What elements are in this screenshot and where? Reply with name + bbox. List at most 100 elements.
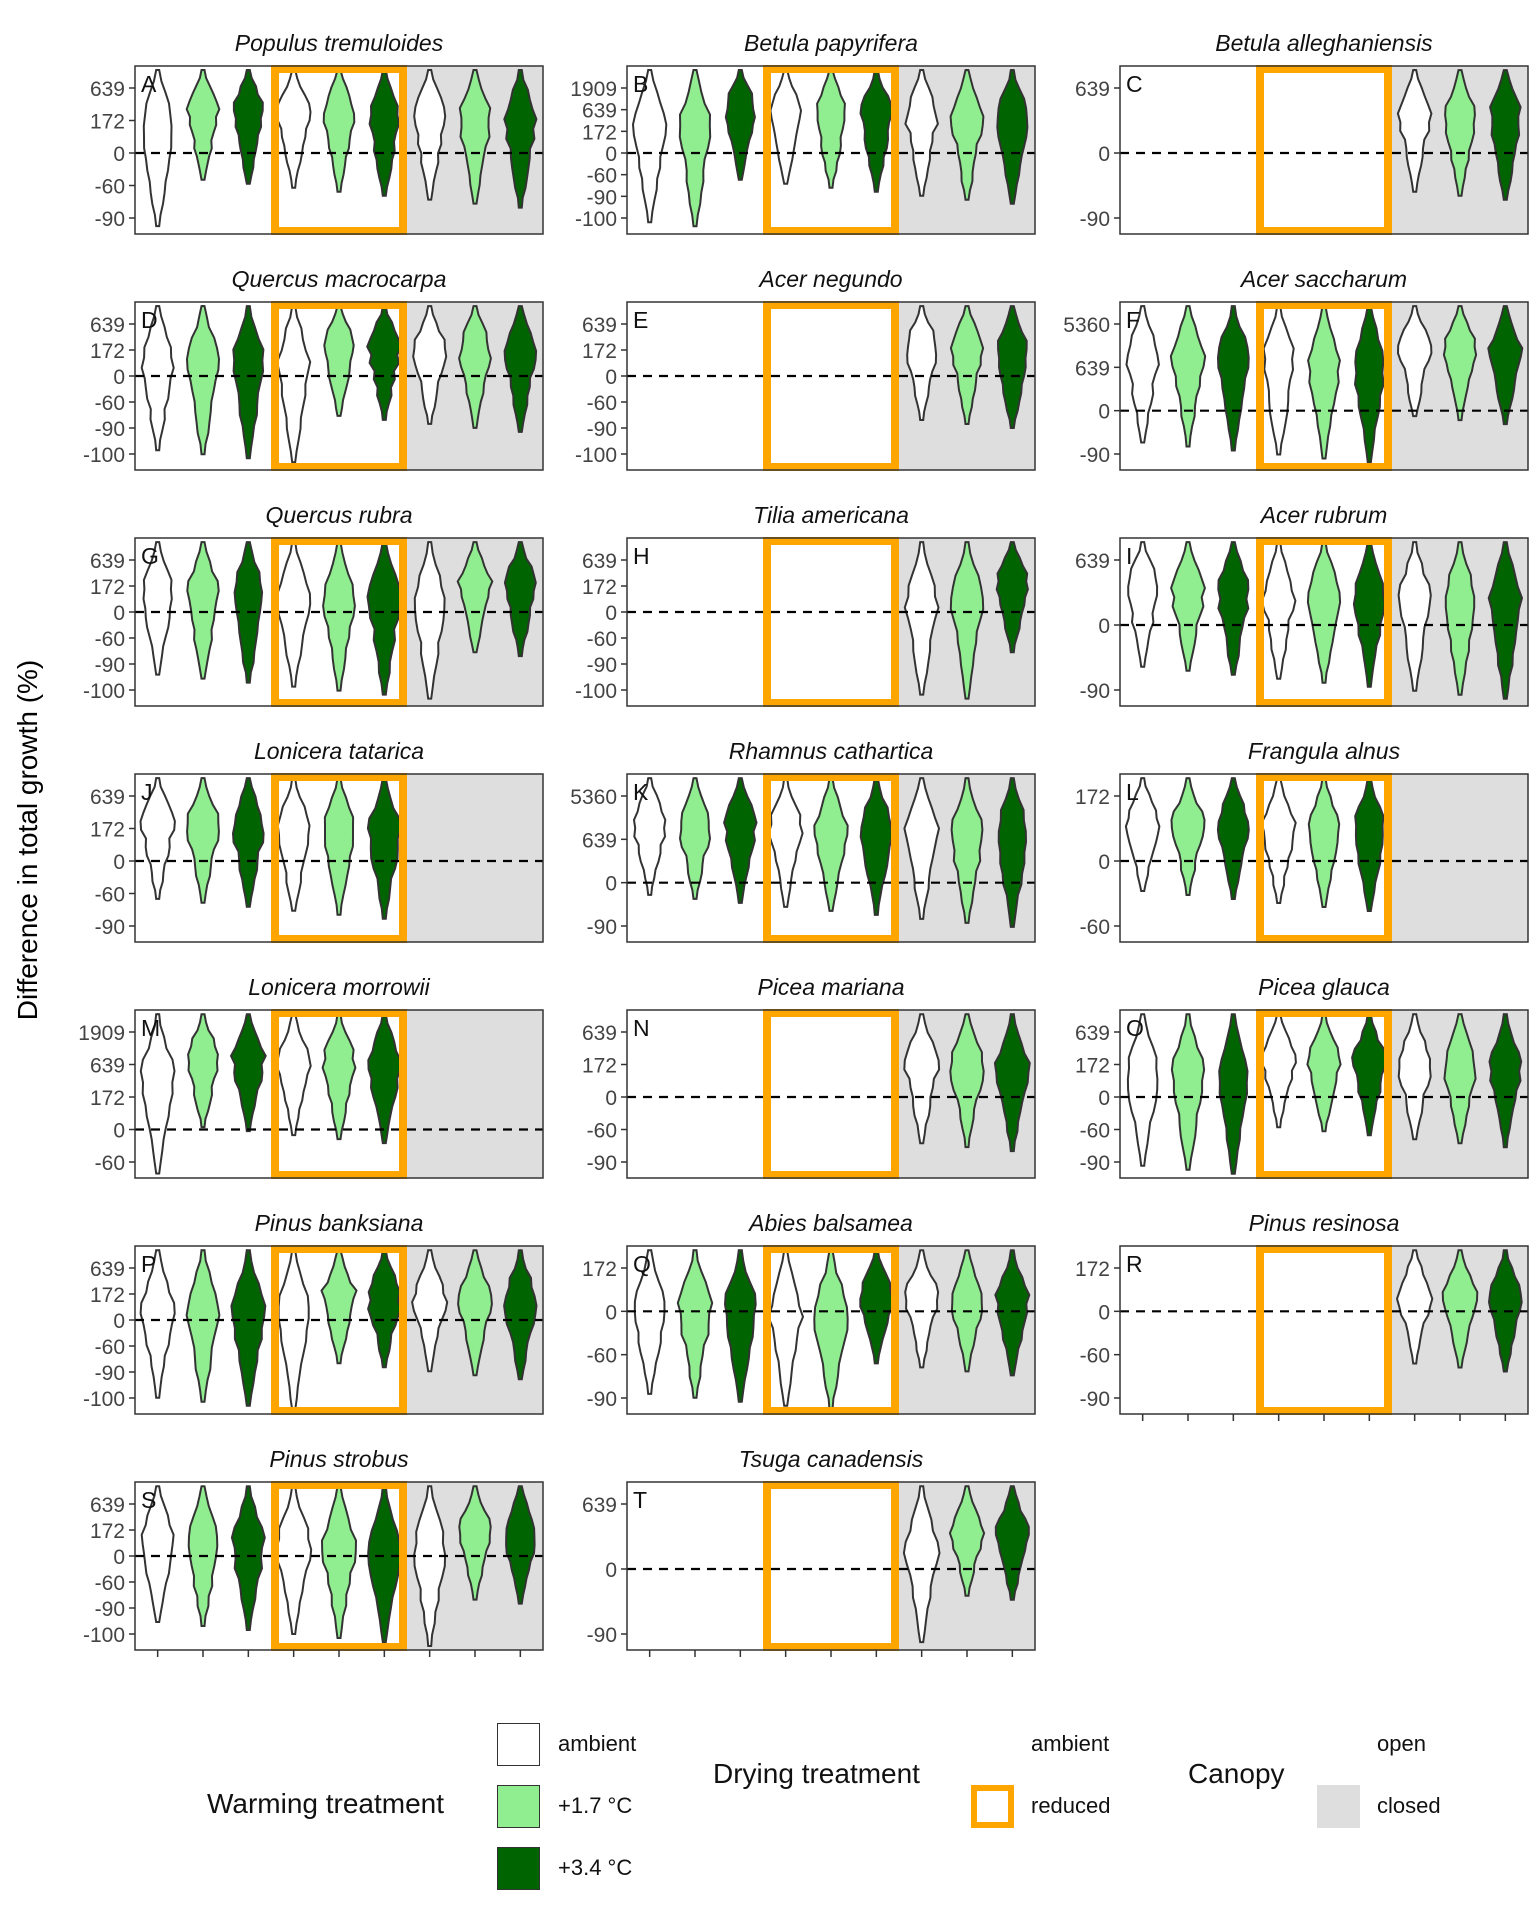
panel-r-title: Pinus resinosa xyxy=(1249,1210,1400,1236)
panel-i-violin-3 xyxy=(1217,541,1250,676)
panel-r-drying-box xyxy=(1256,1245,1392,1415)
panel-q-letter: Q xyxy=(633,1251,651,1277)
panel-e-ytick-label-5: -100 xyxy=(575,444,617,467)
panel-r-ytick-label-0: 172 xyxy=(1075,1258,1110,1281)
panel-o-violin-6 xyxy=(1351,1013,1388,1137)
panel-f-violin-5 xyxy=(1307,305,1341,460)
panel-k-ytick-label-3: -90 xyxy=(587,916,617,939)
panel-n-violin-7 xyxy=(903,1013,941,1145)
panel-g-violin-8 xyxy=(456,541,494,654)
panel-c-border xyxy=(1119,65,1529,235)
panel-s-ytick-label-2: 0 xyxy=(113,1546,125,1569)
panel-h-ytick-label-3: -60 xyxy=(587,628,617,651)
legend-key-drying-reduced xyxy=(971,1785,1014,1828)
panel-l-violin-6 xyxy=(1354,777,1385,912)
panel-s-ytick-label-1: 172 xyxy=(90,1520,125,1543)
panel-k-violin-6 xyxy=(859,777,893,916)
panel-c-title: Betula alleghaniensis xyxy=(1215,30,1433,56)
panel-d-violin-2 xyxy=(185,305,221,456)
panel-f-border xyxy=(1119,301,1529,471)
panel-p-ytick-label-2: 0 xyxy=(113,1310,125,1333)
panel-d-violin-6 xyxy=(366,305,403,421)
panel-o-ytick-label-4: -90 xyxy=(1080,1152,1110,1175)
panel-e-ytick-label-1: 172 xyxy=(582,340,617,363)
panel-o-violin-4 xyxy=(1260,1013,1297,1129)
panel-q-drying-box xyxy=(763,1245,899,1415)
panel-k-drying-box xyxy=(763,773,899,943)
panel-r-letter: R xyxy=(1126,1251,1143,1277)
panel-p-ytick-label-5: -100 xyxy=(83,1388,125,1411)
panel-c-drying-box xyxy=(1256,65,1392,235)
panel-d-violin-8 xyxy=(458,305,492,429)
panel-k-violin-2 xyxy=(678,777,712,900)
panel-a-violin-9 xyxy=(503,68,538,209)
panel-i-violin-6 xyxy=(1352,541,1386,688)
panel-h-ytick-label-2: 0 xyxy=(605,602,617,625)
panel-k-ytick-label-2: 0 xyxy=(605,873,617,896)
panel-f-violin-4 xyxy=(1262,305,1295,456)
panel-d-ytick-label-1: 172 xyxy=(90,340,125,363)
panel-l-closed-bg xyxy=(1392,774,1528,942)
panel-l-title: Frangula alnus xyxy=(1248,738,1401,764)
panel-q-title: Abies balsamea xyxy=(747,1210,913,1236)
panel-g-violin-4 xyxy=(276,541,312,688)
panel-k-violin-4 xyxy=(767,777,804,908)
panel-n-drying-box xyxy=(763,1009,899,1179)
panel-e-violin-9 xyxy=(996,305,1028,429)
panel-g-ytick-label-3: -60 xyxy=(95,628,125,651)
panel-m-violin-6 xyxy=(367,1013,402,1145)
panel-l-ytick-label-0: 172 xyxy=(1075,786,1110,809)
legend-key-warm-1-7 xyxy=(497,1785,540,1828)
panel-j-violin-3 xyxy=(231,777,265,908)
legend-label-ambient: ambient xyxy=(558,1731,637,1756)
panel-l-violin-3 xyxy=(1216,777,1250,900)
panel-c-violin-8 xyxy=(1444,69,1476,197)
panel-g-title: Quercus rubra xyxy=(265,502,412,528)
panel-i-violin-7 xyxy=(1397,541,1432,692)
panel-o-ytick-label-2: 0 xyxy=(1098,1087,1110,1110)
panel-q-ytick-label-1: 0 xyxy=(605,1301,617,1324)
panel-s-violin-5 xyxy=(320,1485,358,1639)
panel-p-letter: P xyxy=(141,1251,156,1277)
panel-h-violin-9 xyxy=(995,541,1029,654)
panel-s-drying-box xyxy=(271,1481,407,1651)
panel-c-letter: C xyxy=(1126,71,1143,97)
panel-b-ytick-label-3: 0 xyxy=(605,143,617,166)
panel-b-letter: B xyxy=(633,71,648,97)
panel-m-drying-box xyxy=(271,1009,407,1179)
panel-e-title: Acer negundo xyxy=(757,266,902,292)
panel-s-ytick-label-0: 639 xyxy=(90,1494,125,1517)
panel-s-ytick-label-5: -100 xyxy=(83,1624,125,1647)
panel-f-violin-1 xyxy=(1125,305,1160,444)
panel-d-ytick-label-3: -60 xyxy=(95,392,125,415)
legend-label-warm-1-7: +1.7 °C xyxy=(558,1793,633,1818)
panel-q-violin-3 xyxy=(723,1249,757,1403)
panel-a-ytick-label-2: 0 xyxy=(113,143,125,166)
panel-k-violin-1 xyxy=(632,777,667,896)
panel-p-violin-6 xyxy=(367,1249,402,1369)
panel-i-letter: I xyxy=(1126,543,1132,569)
panel-d-violin-1 xyxy=(140,305,175,452)
panel-o-violin-2 xyxy=(1170,1013,1206,1171)
panel-g-ytick-label-0: 639 xyxy=(90,550,125,573)
legend-label-canopy-open: open xyxy=(1377,1731,1426,1756)
panel-b-violin-1 xyxy=(631,68,668,224)
panel-e-ytick-label-2: 0 xyxy=(605,366,617,389)
panel-q-ytick-label-2: -60 xyxy=(587,1345,617,1368)
panel-d-violin-7 xyxy=(412,305,448,425)
panel-h-violin-8 xyxy=(949,541,985,700)
panel-j-ytick-label-1: 172 xyxy=(90,819,125,842)
panel-n-ytick-label-2: 0 xyxy=(605,1087,617,1110)
panel-j-ytick-label-3: -60 xyxy=(95,884,125,907)
panel-e-drying-box xyxy=(763,301,899,471)
legend-warming-title: Warming treatment xyxy=(207,1788,445,1819)
legend-label-canopy-closed: closed xyxy=(1377,1793,1441,1818)
panel-f-ytick-label-3: -90 xyxy=(1080,444,1110,467)
panel-d-ytick-label-4: -90 xyxy=(95,418,125,441)
panel-a-violin-2 xyxy=(185,68,221,181)
panel-i-ytick-label-0: 639 xyxy=(1075,550,1110,573)
panel-m-ytick-label-4: -60 xyxy=(95,1152,125,1175)
legend-label-drying-ambient: ambient xyxy=(1031,1731,1110,1756)
